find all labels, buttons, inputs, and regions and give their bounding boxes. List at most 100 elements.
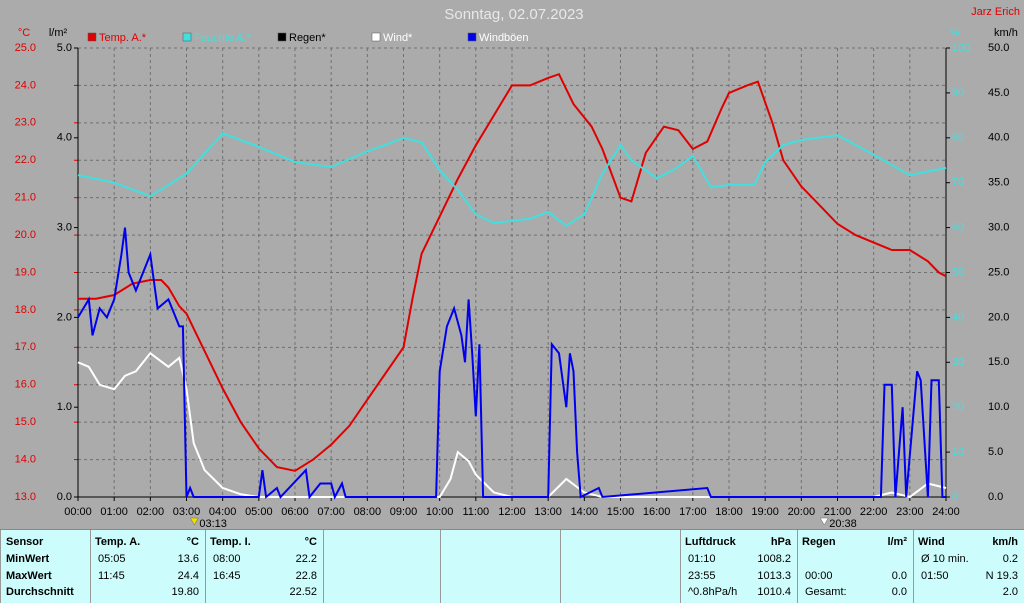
y-tick-label: 40.0 [988,132,1009,144]
y-tick-label: 80 [952,132,964,144]
y-tick-label: 2.0 [57,311,72,323]
y-tick-label: 25.0 [15,42,36,54]
x-tick-label: 07:00 [317,506,345,518]
table-column [913,530,1024,603]
cell-value: 0.2 [1002,553,1018,565]
table-column [0,530,90,603]
y-tick-label: 10.0 [988,401,1009,413]
axis-unit: l/m² [49,27,68,39]
x-tick-label: 20:00 [788,506,816,518]
x-tick-label: 04:00 [209,506,237,518]
y-tick-label: 0.0 [57,491,72,503]
x-tick-label: 01:00 [100,506,128,518]
y-tick-label: 5.0 [57,42,72,54]
y-tick-label: 14.0 [15,453,36,465]
y-tick-label: 5.0 [988,446,1003,458]
annotation-label: 20:38 [829,518,857,529]
x-tick-label: 18:00 [715,506,743,518]
cell-label: 01:10 [688,553,716,565]
panel-unit: l/m² [887,536,907,548]
cell-value: N 19.3 [985,570,1018,582]
row-label: MaxWert [6,570,52,582]
y-tick-label: 15.0 [15,416,36,428]
y-tick-label: 22.0 [15,154,36,166]
cell-value: 1010.4 [757,586,791,598]
y-tick-label: 21.0 [15,192,36,204]
y-tick-label: 23.0 [15,117,36,129]
panel-header: Temp. I. [210,536,251,548]
annotation-marker [819,517,829,526]
y-tick-label: 20.0 [15,229,36,241]
row-label: Durchschnitt [6,586,74,598]
y-tick-label: 15.0 [988,356,1009,368]
x-tick-label: 05:00 [245,506,273,518]
legend-label: Wind* [383,32,413,44]
x-tick-label: 00:00 [64,506,92,518]
panel-unit: °C [186,536,199,548]
x-tick-label: 10:00 [426,506,454,518]
y-tick-label: 16.0 [15,379,36,391]
cell-value: 0.0 [891,586,907,598]
legend-label: Feuchte A.* [194,32,252,44]
series-line [78,72,947,472]
x-tick-label: 14:00 [571,506,599,518]
author: Jarz Erich [971,6,1020,18]
y-tick-label: 17.0 [15,341,36,353]
series-line [77,227,946,500]
x-tick-label: 03:00 [173,506,201,518]
x-tick-label: 08:00 [354,506,382,518]
x-tick-label: 21:00 [824,506,852,518]
legend-swatch [371,32,381,42]
legend-swatch [277,32,287,42]
axis-unit: km/h [994,27,1018,39]
cell-value: 22.8 [295,570,317,582]
y-tick-label: 4.0 [57,132,72,144]
x-tick-label: 17:00 [679,506,707,518]
cell-label: 23:55 [688,570,716,582]
axis-unit: % [950,27,960,39]
cell-label: 01:50 [921,570,949,582]
y-tick-label: 10 [952,446,964,458]
y-tick-label: 45.0 [988,87,1009,99]
series-line [77,132,947,228]
legend-label: Windböen [479,32,529,44]
table-column [560,530,680,603]
x-tick-label: 15:00 [607,506,635,518]
x-tick-label: 24:00 [932,506,960,518]
table-column [90,530,205,603]
y-tick-label: 18.0 [15,304,36,316]
table-column [440,530,560,603]
y-tick-label: 60 [952,222,964,234]
legend-swatch [87,32,97,42]
y-tick-label: 25.0 [988,266,1009,278]
cell-label: Ø 10 min. [921,553,969,565]
panel-header: Regen [802,536,836,548]
cell-label: 00:00 [805,570,833,582]
cell-value: 24.4 [177,570,199,582]
x-tick-label: 19:00 [751,506,779,518]
x-tick-label: 13:00 [534,506,562,518]
y-tick-label: 3.0 [57,222,72,234]
summary-table: Sensor MinWert MaxWert Durchschnitt Temp. A.… [0,529,1024,603]
y-tick-label: 13.0 [15,491,36,503]
y-tick-label: 0 [952,491,958,503]
table-column [797,530,913,603]
panel-header: Wind [918,536,945,548]
panel-unit: °C [304,536,317,548]
cell-value: 1008.2 [757,553,791,565]
legend-label: Temp. A.* [99,32,147,44]
table-column [205,530,323,603]
y-tick-label: 30 [952,356,964,368]
cell-value: 22.52 [289,586,317,598]
cell-label: 16:45 [213,570,241,582]
y-tick-label: 90 [952,87,964,99]
y-tick-label: 35.0 [988,177,1009,189]
y-tick-label: 50 [952,266,964,278]
cell-value: 13.6 [177,553,199,565]
annotation-marker [189,517,199,526]
y-tick-label: 40 [952,311,964,323]
y-tick-label: 1.0 [57,401,72,413]
cell-label: 05:05 [98,553,126,565]
x-tick-label: 23:00 [896,506,924,518]
row-label: Sensor [6,536,44,548]
